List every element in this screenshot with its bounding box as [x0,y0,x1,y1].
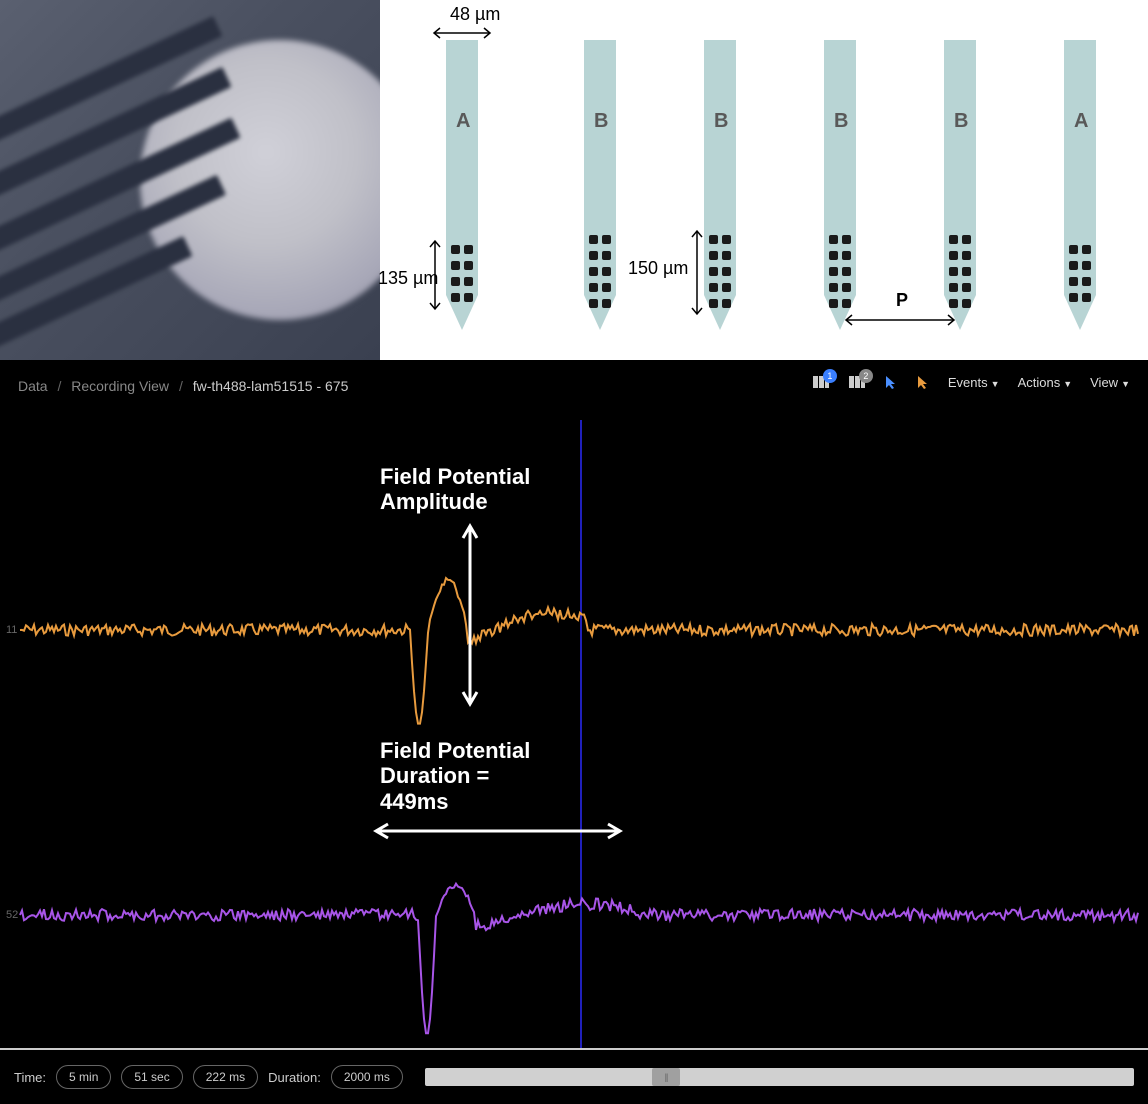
trace-ch1 [20,578,1138,724]
bottom-bar: Time: 5 min 51 sec 222 ms Duration: 2000… [0,1048,1148,1104]
shank-diagram: 48 µm ABBBBA 135 µm 150 µm [380,0,1148,360]
shank-b [580,40,620,345]
duration-pill[interactable]: 2000 ms [331,1065,403,1089]
shank-type-label: B [954,110,968,133]
shank-type-label: B [594,110,608,133]
width-arrow [430,26,494,40]
toolbar: 1 2 Events▼ Actions▼ View▼ [812,374,1130,390]
amplitude-annotation: Field Potential Amplitude [380,464,530,515]
shank-type-label: A [1074,110,1088,133]
duration-annotation: Field Potential Duration = 449ms [380,738,530,814]
events-menu[interactable]: Events▼ [948,375,1000,390]
breadcrumb-leaf: fw-th488-lam51515 - 675 [193,378,349,394]
breadcrumb-root[interactable]: Data [18,378,48,394]
waveform-area[interactable]: 11 52 Field Potential Amplitude Field Po… [0,420,1148,1048]
shank-a [442,40,482,345]
badge-1: 1 [823,369,837,383]
pitch-arrow [840,312,960,328]
span-b-label: 150 µm [628,258,688,279]
time-scrollbar[interactable] [425,1068,1134,1086]
organoid-blob [140,40,380,320]
actions-menu[interactable]: Actions▼ [1018,375,1073,390]
breadcrumb-sep: / [179,378,183,394]
shank-a [1060,40,1100,345]
trace-ch2 [20,884,1138,1033]
shank-b [820,40,860,345]
recording-software: Data / Recording View / fw-th488-lam5151… [0,360,1148,1104]
panel1-icon[interactable]: 1 [812,374,830,390]
time-ms-pill[interactable]: 222 ms [193,1065,258,1089]
badge-2: 2 [859,369,873,383]
amplitude-arrow [460,520,480,710]
breadcrumb[interactable]: Data / Recording View / fw-th488-lam5151… [18,378,348,394]
shank-b [700,40,740,345]
shank-type-label: B [714,110,728,133]
shank-width-label: 48 µm [450,4,500,25]
span-a-arrow [428,235,442,315]
panel2-icon[interactable]: 2 [848,374,866,390]
cursor-blue-icon[interactable] [884,374,898,390]
time-label: Time: [14,1070,46,1085]
time-min-pill[interactable]: 5 min [56,1065,111,1089]
shank-type-label: A [456,110,470,133]
time-sec-pill[interactable]: 51 sec [121,1065,182,1089]
shank-type-label: B [834,110,848,133]
duration-arrow [368,820,628,842]
view-menu[interactable]: View▼ [1090,375,1130,390]
cursor-orange-icon[interactable] [916,374,930,390]
duration-label: Duration: [268,1070,321,1085]
trace-canvas [0,420,1148,1048]
breadcrumb-mid[interactable]: Recording View [71,378,169,394]
organoid-photo [0,0,380,360]
pitch-label: P [896,290,908,311]
shank-b [940,40,980,345]
span-b-arrow [690,225,704,320]
scrollbar-thumb[interactable] [652,1068,680,1086]
breadcrumb-sep: / [57,378,61,394]
